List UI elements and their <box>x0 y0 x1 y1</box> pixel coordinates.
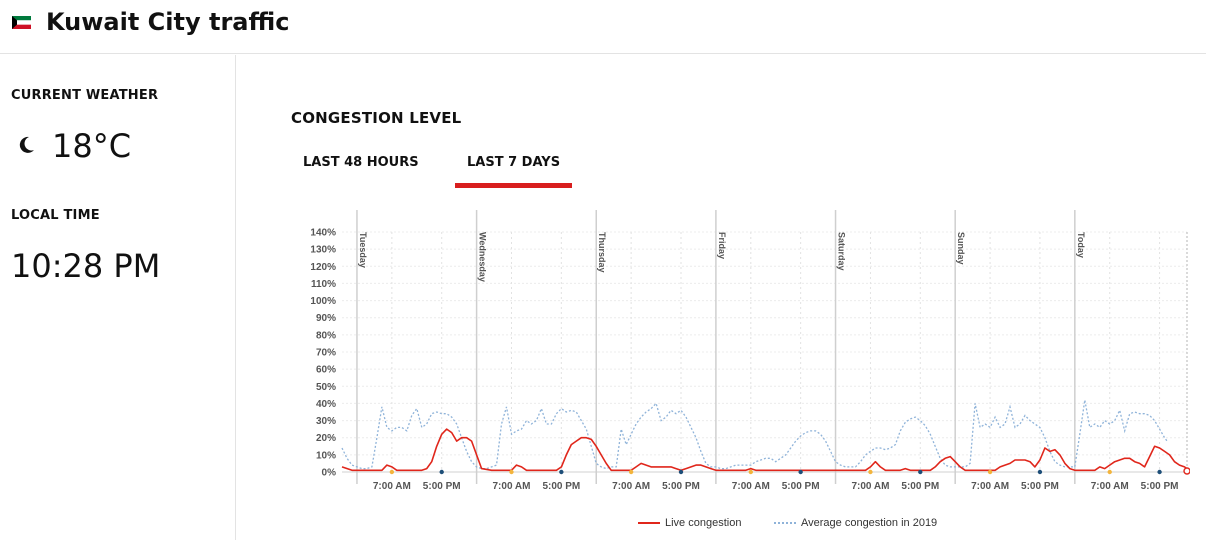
x-tick-label: 7:00 AM <box>851 481 889 492</box>
tab-last-7-days[interactable]: LAST 7 DAYS <box>467 155 561 170</box>
day-label: Tuesday <box>358 232 368 268</box>
local-time-value: 10:28 PM <box>11 247 161 285</box>
evening-marker <box>559 469 564 475</box>
day-label: Today <box>1076 232 1086 258</box>
x-tick-label: 5:00 PM <box>782 481 820 492</box>
congestion-chart: 0% 10% 20% 30% 40% 50% 60% 70% 80% 90% 100% 110% 120… <box>310 210 1190 492</box>
y-tick-label: 120% <box>310 262 336 273</box>
tab-last-48-hours[interactable]: LAST 48 HOURS <box>303 155 419 170</box>
evening-marker <box>439 469 444 475</box>
y-tick-label: 140% <box>310 228 336 239</box>
average-congestion-line <box>341 399 1168 470</box>
morning-marker <box>628 469 634 475</box>
x-tick-label: 7:00 AM <box>373 481 411 492</box>
morning-marker <box>1107 469 1112 475</box>
y-tick-label: 10% <box>316 450 336 461</box>
y-tick-label: 60% <box>316 365 336 376</box>
x-tick-label: 5:00 PM <box>662 481 700 492</box>
x-tick-label: 5:00 PM <box>542 481 580 492</box>
x-tick-label: 7:00 AM <box>612 481 650 492</box>
current-weather-heading: CURRENT WEATHER <box>11 88 159 103</box>
y-tick-label: 20% <box>316 433 336 444</box>
day-label: Friday <box>717 232 727 259</box>
y-tick-label: 70% <box>316 348 336 359</box>
x-tick-label: 5:00 PM <box>423 481 461 492</box>
page-title: Kuwait City traffic <box>46 8 290 36</box>
y-tick-label: 30% <box>316 416 336 427</box>
morning-marker <box>868 469 873 475</box>
y-tick-label: 0% <box>322 468 337 479</box>
y-tick-label: 100% <box>310 296 336 307</box>
y-tick-label: 80% <box>316 330 336 341</box>
y-tick-label: 50% <box>316 382 336 393</box>
x-tick-label: 7:00 AM <box>732 481 770 492</box>
evening-marker <box>798 469 803 475</box>
day-label: Wednesday <box>478 232 488 282</box>
day-label: Saturday <box>837 232 847 271</box>
sidebar: CURRENT WEATHER 18°C LOCAL TIME 10:28 PM <box>0 55 236 540</box>
page-header: Kuwait City traffic <box>0 0 1206 54</box>
evening-marker <box>1037 469 1043 475</box>
y-tick-label: 130% <box>310 245 336 256</box>
y-tick-label: 110% <box>311 279 336 290</box>
congestion-level-title: CONGESTION LEVEL <box>291 109 462 127</box>
legend-average-swatch <box>774 522 796 524</box>
evening-marker <box>918 469 923 475</box>
y-tick-label: 90% <box>316 313 336 324</box>
temperature-value: 18°C <box>52 127 132 165</box>
morning-marker <box>389 469 395 475</box>
day-label: Sunday <box>956 232 966 265</box>
x-tick-label: 7:00 AM <box>971 481 1009 492</box>
legend-live-label: Live congestion <box>665 517 742 529</box>
kuwait-flag-icon <box>12 16 31 29</box>
morning-marker <box>748 469 753 475</box>
morning-marker <box>509 469 514 475</box>
now-marker <box>1183 467 1190 475</box>
legend-average-label: Average congestion in 2019 <box>801 517 938 529</box>
day-label: Thursday <box>597 232 607 273</box>
x-tick-label: 5:00 PM <box>901 481 939 492</box>
evening-marker <box>678 469 684 475</box>
x-tick-label: 5:00 PM <box>1141 481 1179 492</box>
legend-live-swatch <box>638 522 660 524</box>
x-tick-label: 5:00 PM <box>1021 481 1059 492</box>
live-congestion-line <box>341 428 1188 472</box>
morning-marker <box>987 469 993 475</box>
x-tick-label: 7:00 AM <box>1091 481 1129 492</box>
y-tick-label: 40% <box>316 399 336 410</box>
x-tick-label: 7:00 AM <box>493 481 531 492</box>
active-tab-indicator <box>455 183 572 188</box>
moon-icon <box>19 136 34 153</box>
evening-marker <box>1157 469 1162 475</box>
local-time-heading: LOCAL TIME <box>11 208 100 223</box>
